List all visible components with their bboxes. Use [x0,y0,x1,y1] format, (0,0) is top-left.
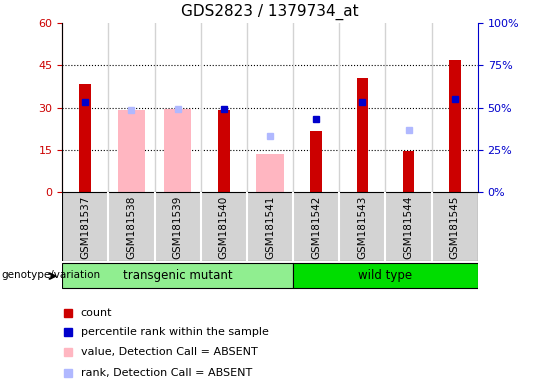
Text: value, Detection Call = ABSENT: value, Detection Call = ABSENT [81,347,258,357]
Text: GSM181544: GSM181544 [403,195,414,259]
Text: rank, Detection Call = ABSENT: rank, Detection Call = ABSENT [81,367,252,377]
Text: count: count [81,308,112,318]
Text: GSM181537: GSM181537 [80,195,90,259]
Text: GSM181545: GSM181545 [450,195,460,259]
Bar [403,151,414,192]
Text: GSM181541: GSM181541 [265,195,275,259]
Text: wild type: wild type [359,269,413,282]
Text: genotype/variation: genotype/variation [1,270,100,280]
Bar [293,263,478,288]
Title: GDS2823 / 1379734_at: GDS2823 / 1379734_at [181,4,359,20]
Bar [310,131,322,192]
Text: GSM181540: GSM181540 [219,195,229,259]
Text: GSM181539: GSM181539 [173,195,183,259]
Text: GSM181538: GSM181538 [126,195,137,259]
Text: GSM181542: GSM181542 [311,195,321,259]
Bar [218,110,230,192]
Bar [79,84,91,192]
Text: transgenic mutant: transgenic mutant [123,269,232,282]
Bar [164,109,192,192]
Text: percentile rank within the sample: percentile rank within the sample [81,327,269,337]
Bar [118,110,145,192]
Bar [62,263,293,288]
Text: GSM181543: GSM181543 [357,195,367,259]
Bar [256,154,284,192]
Bar [356,78,368,192]
Bar [449,60,461,192]
